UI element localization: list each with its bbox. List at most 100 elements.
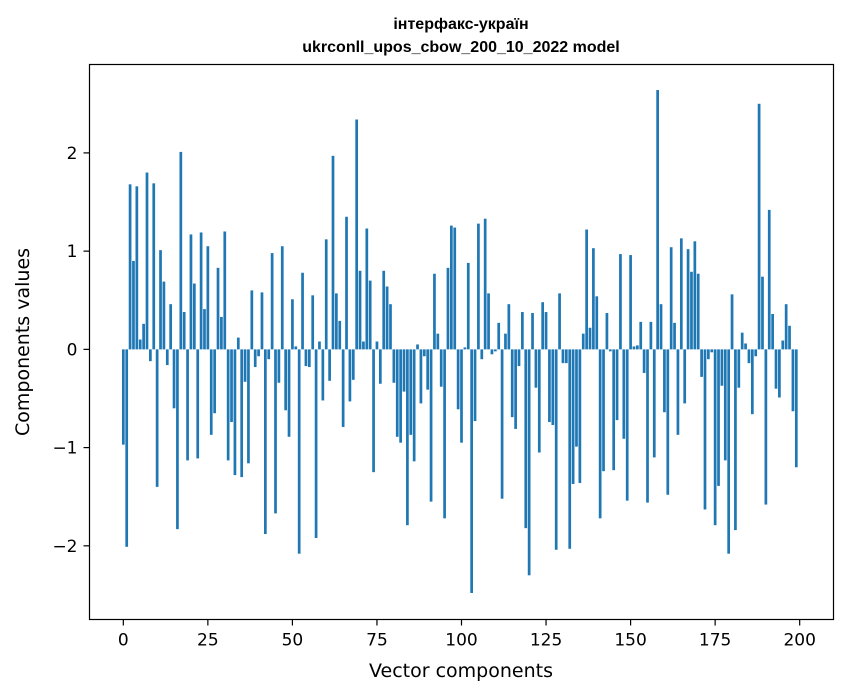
bar: [548, 349, 551, 423]
bar: [450, 225, 453, 350]
bar: [679, 238, 683, 350]
bar: [794, 349, 798, 468]
bar: [632, 346, 636, 350]
bar: [307, 349, 311, 368]
bar: [422, 349, 426, 357]
bar: [240, 349, 244, 478]
bar: [784, 304, 788, 350]
bar: [216, 267, 220, 350]
bar: [172, 349, 176, 409]
bar: [446, 267, 450, 350]
bar: [652, 349, 656, 458]
bar: [162, 281, 166, 350]
bar: [165, 349, 169, 366]
bar: [155, 349, 159, 487]
bar: [365, 228, 369, 350]
bar: [690, 271, 693, 350]
bar: [399, 349, 402, 443]
bar: [750, 349, 754, 415]
bar: [740, 332, 744, 350]
bar: [247, 349, 250, 464]
chart-title: інтерфакс-україн: [393, 16, 528, 33]
bar: [378, 349, 382, 384]
bar: [757, 103, 761, 350]
y-axis-ticks: −2 −1 0 1 2: [52, 144, 90, 557]
bar: [284, 349, 287, 411]
bar: [693, 241, 697, 350]
bar: [355, 119, 359, 350]
bar: [351, 349, 355, 380]
bar: [517, 349, 521, 367]
bar: [669, 247, 673, 350]
bar: [521, 312, 524, 350]
y-tick-label: −2: [52, 537, 77, 557]
bar: [429, 349, 433, 502]
bar: [291, 299, 294, 350]
bar: [236, 337, 240, 350]
bar: [625, 349, 629, 501]
bar: [646, 349, 649, 503]
bar: [778, 349, 781, 398]
bar: [747, 349, 751, 364]
bar: [331, 155, 335, 350]
bar: [375, 341, 379, 350]
x-axis-label: Vector components: [369, 660, 553, 682]
bar: [280, 246, 284, 350]
bar: [152, 183, 156, 350]
y-tick-label: −1: [52, 439, 77, 459]
bar: [324, 239, 328, 350]
bar: [531, 313, 534, 350]
bar: [761, 276, 764, 350]
bar: [203, 309, 206, 350]
bar: [636, 345, 639, 350]
bar: [176, 349, 179, 530]
bar: [443, 349, 446, 519]
bar: [473, 349, 477, 422]
bar: [561, 349, 565, 364]
bar: [497, 322, 501, 350]
x-tick-label: 75: [366, 631, 388, 651]
bar: [142, 323, 145, 350]
bar: [710, 349, 714, 353]
bar: [771, 314, 774, 350]
bar: [575, 349, 578, 447]
bar: [737, 349, 741, 388]
bar: [169, 304, 173, 350]
bar: [541, 302, 545, 350]
bar: [395, 349, 399, 437]
bar: [453, 227, 457, 350]
bar: [294, 346, 298, 350]
bar: [754, 349, 758, 357]
bar: [186, 349, 189, 461]
bar: [595, 296, 599, 350]
bar: [389, 304, 392, 350]
bar: [598, 349, 602, 519]
bar: [260, 292, 264, 350]
bar: [318, 341, 321, 350]
bar: [700, 349, 703, 377]
bar: [585, 229, 588, 350]
bar: [659, 304, 663, 350]
bar: [767, 209, 771, 350]
bar: [504, 333, 507, 350]
bar: [368, 280, 372, 350]
bar: [642, 349, 646, 373]
bar: [264, 349, 267, 535]
bar: [477, 223, 480, 350]
bar: [406, 349, 409, 526]
bars: [121, 90, 798, 593]
x-tick-label: 0: [118, 631, 129, 651]
bar: [686, 249, 690, 350]
bar: [564, 349, 568, 364]
x-tick-label: 100: [445, 631, 477, 651]
bar: [487, 293, 490, 350]
bar: [301, 272, 304, 350]
bar: [527, 349, 531, 576]
bar: [774, 349, 778, 389]
bar: [206, 246, 210, 350]
bar: [345, 216, 348, 350]
bar: [372, 349, 375, 473]
x-tick-label: 200: [783, 631, 815, 651]
x-tick-label: 25: [197, 631, 219, 651]
y-tick-label: 0: [67, 340, 78, 360]
